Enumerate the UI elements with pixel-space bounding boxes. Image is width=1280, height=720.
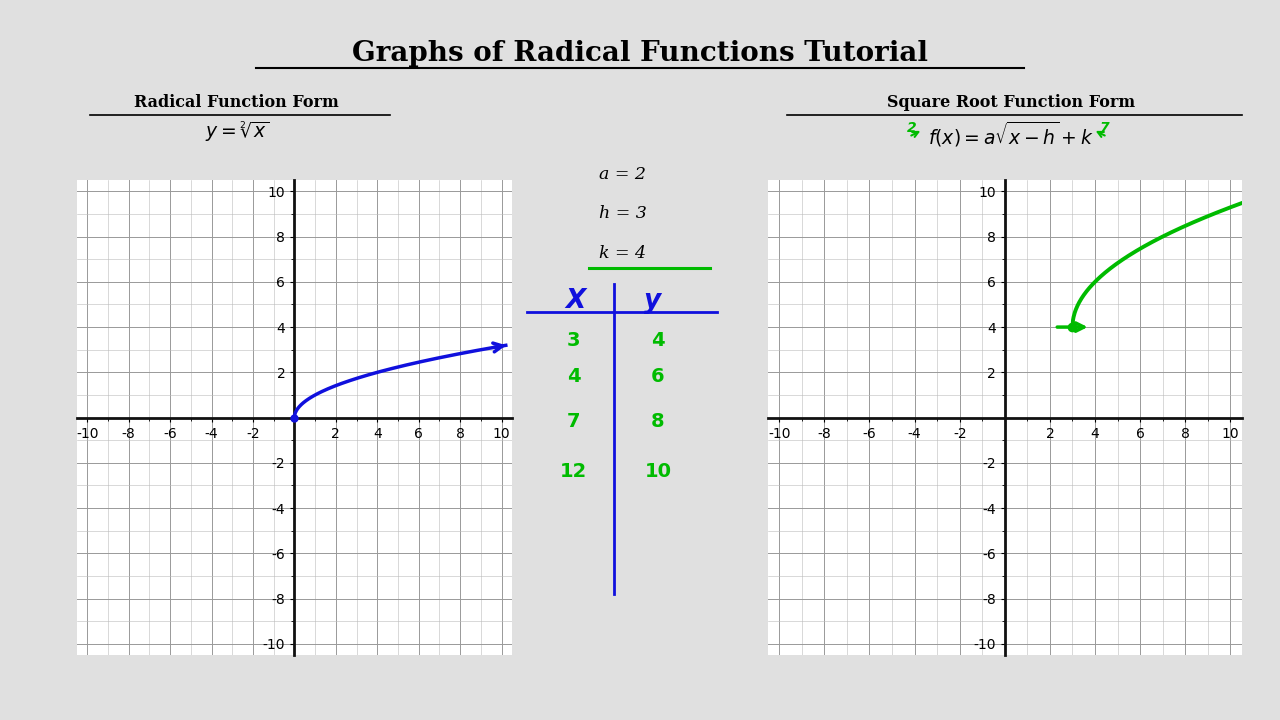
Text: 12: 12 [559, 462, 588, 481]
Text: $y = \sqrt[2]{x}$: $y = \sqrt[2]{x}$ [205, 120, 269, 145]
Text: $f(x) = a\sqrt{x - h} + k$: $f(x) = a\sqrt{x - h} + k$ [928, 120, 1094, 149]
Text: h = 3: h = 3 [599, 205, 646, 222]
Text: 4: 4 [652, 331, 664, 350]
Text: Square Root Function Form: Square Root Function Form [887, 94, 1135, 111]
Text: 8: 8 [652, 412, 664, 431]
Text: 4: 4 [567, 367, 580, 386]
Text: 7: 7 [567, 412, 580, 431]
Text: Radical Function Form: Radical Function Form [134, 94, 339, 111]
Text: 3: 3 [567, 331, 580, 350]
Text: 10: 10 [644, 462, 672, 481]
Text: y: y [644, 288, 662, 314]
Text: X: X [566, 288, 586, 314]
Text: a = 2: a = 2 [599, 166, 646, 183]
Text: k = 4: k = 4 [599, 245, 646, 262]
Text: 7: 7 [1100, 122, 1110, 135]
Text: 6: 6 [652, 367, 664, 386]
Text: 2: 2 [906, 122, 916, 135]
Text: Graphs of Radical Functions Tutorial: Graphs of Radical Functions Tutorial [352, 40, 928, 67]
